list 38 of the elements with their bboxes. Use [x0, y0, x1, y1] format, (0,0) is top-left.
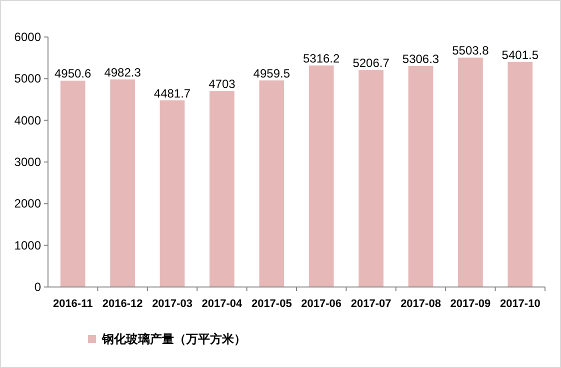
x-tick-label: 2017-07 — [350, 298, 392, 310]
data-label: 5503.8 — [452, 44, 490, 58]
bar — [358, 70, 384, 287]
data-label: 4982.3 — [104, 65, 142, 80]
bar — [160, 100, 185, 287]
x-tick-label: 2017-09 — [450, 298, 491, 310]
y-tick-label: 2000 — [14, 196, 42, 211]
y-tick-label: 4000 — [14, 113, 42, 128]
data-label: 4950.6 — [54, 66, 92, 81]
legend-label: 钢化玻璃产量（万平方米） — [101, 332, 246, 346]
bar — [508, 62, 533, 287]
x-tick-label: 2017-08 — [400, 298, 441, 310]
y-tick-label: 0 — [34, 280, 42, 294]
bar — [408, 66, 434, 287]
bar — [60, 80, 86, 287]
y-tick-label: 1000 — [14, 238, 42, 252]
y-tick-label: 5000 — [14, 72, 42, 86]
x-tick-label: 2016-11 — [52, 298, 93, 310]
data-label: 4959.5 — [253, 66, 290, 80]
data-label: 5306.3 — [402, 52, 440, 66]
bar — [458, 58, 483, 287]
data-label: 5401.5 — [502, 48, 539, 62]
y-tick-label: 3000 — [14, 155, 42, 169]
bar — [259, 80, 284, 287]
bar — [308, 65, 334, 287]
x-tick-label: 2017-10 — [500, 298, 540, 310]
data-label: 4481.7 — [154, 86, 191, 100]
x-tick-label: 2017-05 — [251, 298, 292, 310]
x-tick-label: 2017-04 — [202, 298, 244, 310]
y-tick-label: 6000 — [14, 30, 42, 44]
data-label: 5316.2 — [303, 51, 340, 66]
bar — [210, 91, 234, 287]
x-tick-label: 2017-06 — [301, 298, 342, 310]
x-tick-label: 2016-12 — [102, 298, 143, 310]
data-label: 4703 — [208, 77, 236, 92]
x-tick-label: 2017-03 — [152, 298, 192, 310]
data-label: 5206.7 — [352, 56, 390, 70]
bar — [110, 79, 135, 287]
